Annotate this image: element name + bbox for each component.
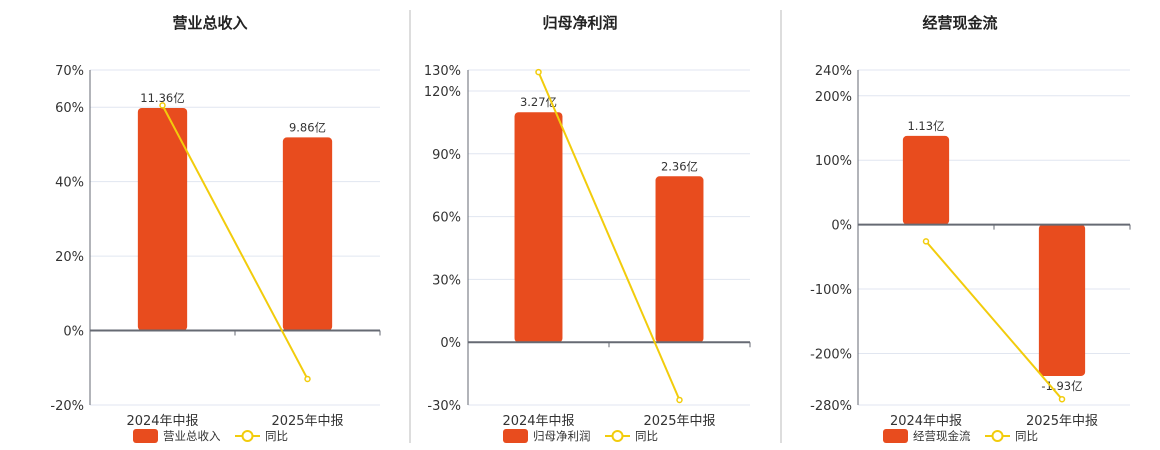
y-tick-label: 100% — [815, 154, 852, 169]
legend-bar-label: 归母净利润 — [533, 429, 591, 443]
chart-title: 经营现金流 — [922, 14, 997, 32]
y-tick-label: 60% — [55, 101, 84, 116]
y-tick-label: -100% — [810, 283, 852, 298]
bar-data-label: 1.13亿 — [907, 119, 944, 133]
bar-data-label: 9.86亿 — [289, 120, 326, 134]
x-tick-label: 2024年中报 — [126, 414, 198, 429]
y-tick-label: -20% — [50, 399, 84, 414]
legend-bar-swatch — [133, 429, 158, 443]
bar-1 — [1038, 224, 1086, 376]
bar-1 — [282, 137, 333, 331]
bar-1 — [655, 176, 704, 343]
y-tick-label: 0% — [831, 219, 852, 234]
bar-0 — [137, 108, 188, 331]
chart-title: 归母净利润 — [542, 14, 617, 32]
legend-line-label: 同比 — [635, 429, 658, 443]
x-tick-label: 2024年中报 — [502, 414, 574, 429]
x-tick-label: 2024年中报 — [890, 414, 962, 429]
y-tick-label: 70% — [55, 64, 84, 79]
legend-line-marker — [241, 430, 254, 442]
legend-line-marker — [611, 430, 624, 442]
y-tick-label: -280% — [810, 399, 852, 414]
y-tick-label: 30% — [432, 273, 461, 288]
bar-0 — [514, 112, 563, 343]
x-tick-label: 2025年中报 — [271, 414, 343, 429]
yoy-line — [925, 240, 1063, 400]
y-tick-label: -200% — [810, 347, 852, 362]
bar-data-label: 3.27亿 — [520, 95, 557, 109]
yoy-point — [159, 102, 166, 109]
legend-bar-swatch — [883, 429, 908, 443]
y-tick-label: 60% — [432, 211, 461, 226]
legend-bar-label: 经营现金流 — [913, 429, 971, 443]
y-tick-label: 0% — [63, 325, 84, 340]
legend-bar-swatch — [503, 429, 528, 443]
y-tick-label: 200% — [815, 90, 852, 105]
bar-data-label: -1.93亿 — [1041, 379, 1082, 393]
x-tick-label: 2025年中报 — [643, 414, 715, 429]
yoy-point — [1058, 395, 1066, 403]
yoy-point — [922, 238, 930, 245]
y-tick-label: 90% — [432, 148, 461, 163]
legend-line-label: 同比 — [1015, 429, 1038, 443]
legend-line-label: 同比 — [265, 429, 288, 443]
legend-line-marker — [991, 430, 1004, 442]
x-tick-label: 2025年中报 — [1026, 414, 1098, 429]
bar-0 — [902, 135, 950, 225]
yoy-point — [676, 396, 683, 404]
yoy-point — [535, 68, 542, 76]
y-tick-label: 130% — [424, 64, 461, 79]
y-tick-label: 0% — [440, 336, 461, 351]
y-tick-label: 20% — [55, 250, 84, 265]
y-tick-label: 40% — [55, 176, 84, 191]
y-tick-label: 120% — [424, 85, 461, 100]
bar-data-label: 2.36亿 — [661, 159, 698, 173]
yoy-point — [304, 375, 311, 383]
yoy-line — [537, 71, 681, 401]
bar-data-label: 11.36亿 — [140, 91, 184, 105]
chart-title: 营业总收入 — [172, 14, 247, 32]
y-tick-label: -30% — [427, 399, 461, 414]
yoy-line — [161, 104, 309, 380]
y-tick-label: 240% — [815, 64, 852, 79]
legend-bar-label: 营业总收入 — [163, 429, 221, 443]
